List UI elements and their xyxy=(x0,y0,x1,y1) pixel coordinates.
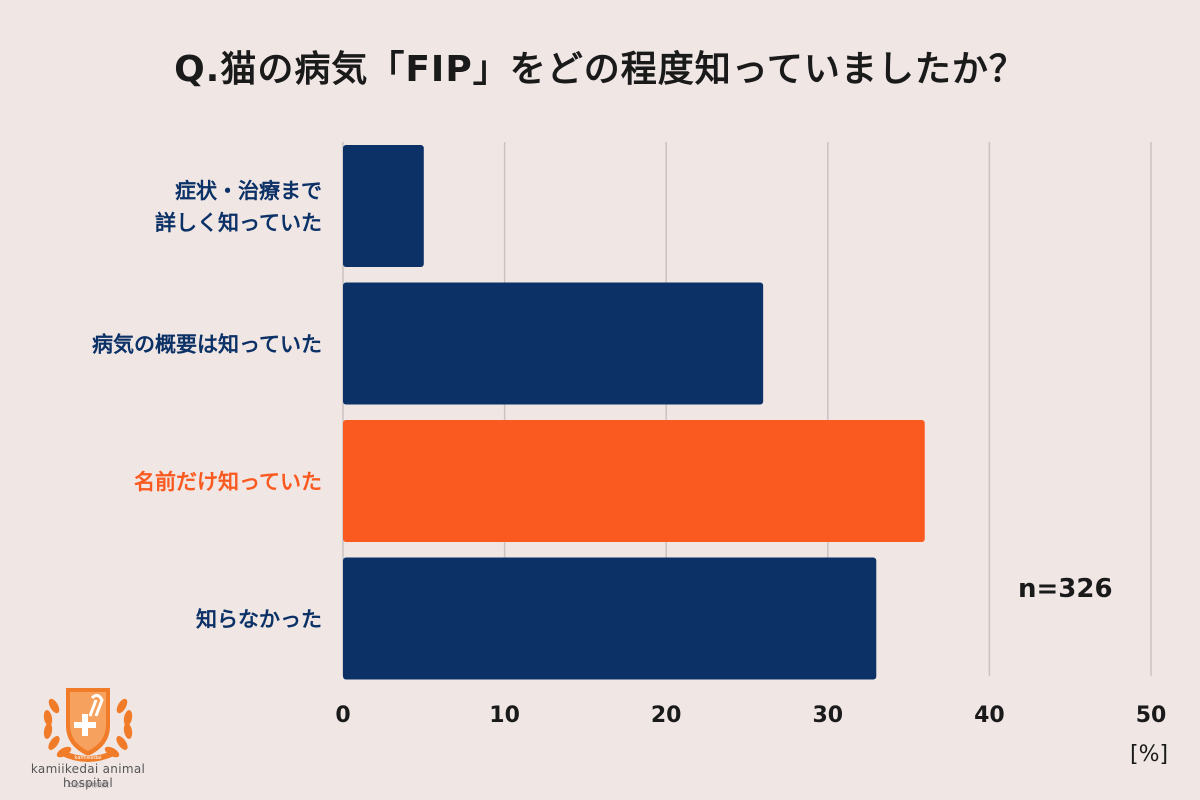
category-label: 詳しく知っていた xyxy=(155,211,322,235)
logo-hospital-name: kamiikedai animal hospital xyxy=(30,762,146,790)
logo-badge-text: kamiikedai xyxy=(75,755,102,761)
category-label: 知らなかった xyxy=(196,608,322,632)
logo-hospital-subname: 上池台動物病院 xyxy=(66,782,109,789)
x-tick-label: 50 xyxy=(1136,703,1167,728)
sample-size-note: n=326 xyxy=(1018,574,1113,604)
category-label: 症状・治療まで xyxy=(175,179,322,203)
category-label: 名前だけ知っていた xyxy=(134,470,322,494)
unit-label: [%] xyxy=(1130,742,1169,767)
bar xyxy=(343,282,764,405)
x-tick-label: 30 xyxy=(812,703,843,728)
hospital-logo: kamiikedai kamiikedai animal hospital 上池… xyxy=(8,676,168,792)
x-tick-label: 10 xyxy=(489,703,520,728)
logo-emblem-icon: kamiikedai xyxy=(43,688,133,762)
x-tick-label: 20 xyxy=(651,703,682,728)
bar xyxy=(343,557,877,680)
x-tick-label: 40 xyxy=(974,703,1005,728)
chart-title: Q.猫の病気「FIP」をどの程度知っていましたか？ xyxy=(174,49,1026,90)
bar xyxy=(343,420,925,542)
x-tick-label: 0 xyxy=(335,703,350,728)
category-label: 病気の概要は知っていた xyxy=(92,333,322,357)
bar xyxy=(343,145,424,267)
